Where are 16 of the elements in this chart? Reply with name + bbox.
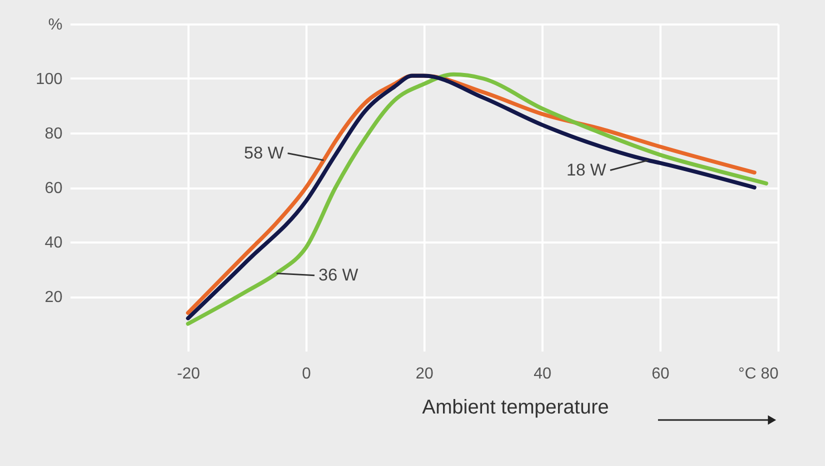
y-tick-label: % <box>48 16 62 34</box>
x-tick-label: 60 <box>652 366 670 382</box>
y-tick-label: 40 <box>44 234 63 252</box>
x-tick-label: 20 <box>416 366 434 382</box>
series-label: 36 W <box>318 265 358 284</box>
series-label: 58 W <box>244 143 284 162</box>
y-tick-label: 20 <box>44 289 63 306</box>
x-tick-label: °C 80 <box>738 366 779 382</box>
x-tick-label: 40 <box>534 366 552 382</box>
y-tick-label: 80 <box>44 126 63 142</box>
y-tick-label: 60 <box>44 180 63 197</box>
y-tick-label: 100 <box>36 71 63 88</box>
series-label: 18 W <box>566 160 606 180</box>
x-tick-label: 0 <box>302 366 312 382</box>
x-tick-label: -20 <box>176 366 200 382</box>
x-axis-title: Ambient temperature <box>422 396 609 418</box>
